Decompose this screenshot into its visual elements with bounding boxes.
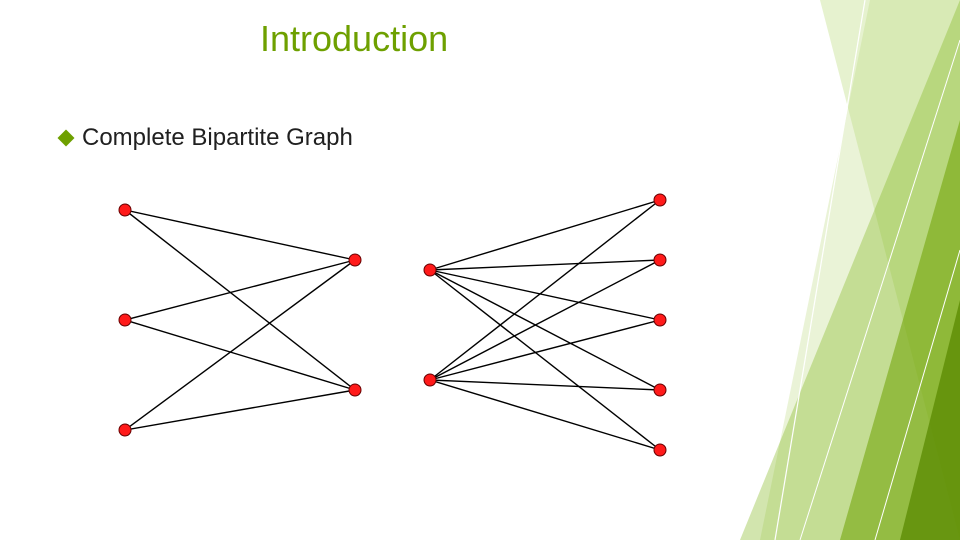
graph-node — [119, 314, 131, 326]
graph-node — [349, 254, 361, 266]
graph-node — [654, 194, 666, 206]
graph-edge — [125, 260, 355, 430]
graph-edge — [125, 210, 355, 390]
graph-edge — [430, 270, 660, 390]
graph-edge — [430, 270, 660, 450]
graph-node — [424, 374, 436, 386]
slide-title: Introduction — [260, 18, 448, 60]
bipartite-graph-k32 — [95, 190, 385, 450]
graph-node — [654, 254, 666, 266]
graph-node — [119, 204, 131, 216]
graph-edge — [430, 200, 660, 270]
bipartite-graph-k25 — [400, 190, 690, 470]
graph-node — [349, 384, 361, 396]
graph-edge — [430, 200, 660, 380]
slide: { "title": { "text": "Introduction", "fo… — [0, 0, 960, 540]
graph-node — [119, 424, 131, 436]
graph-edge — [125, 260, 355, 320]
graph-node — [654, 384, 666, 396]
graph-edge — [125, 390, 355, 430]
graph-edge — [430, 260, 660, 270]
graph-edge — [125, 320, 355, 390]
graph-edge — [125, 210, 355, 260]
graph-node — [424, 264, 436, 276]
graph-node — [654, 314, 666, 326]
graph-edge — [430, 380, 660, 450]
bullet-text: Complete Bipartite Graph — [82, 124, 353, 152]
bullet-item: Complete Bipartite Graph — [60, 124, 353, 152]
graph-edge — [430, 380, 660, 390]
graph-edge — [430, 320, 660, 380]
diamond-icon — [58, 130, 75, 147]
graph-node — [654, 444, 666, 456]
